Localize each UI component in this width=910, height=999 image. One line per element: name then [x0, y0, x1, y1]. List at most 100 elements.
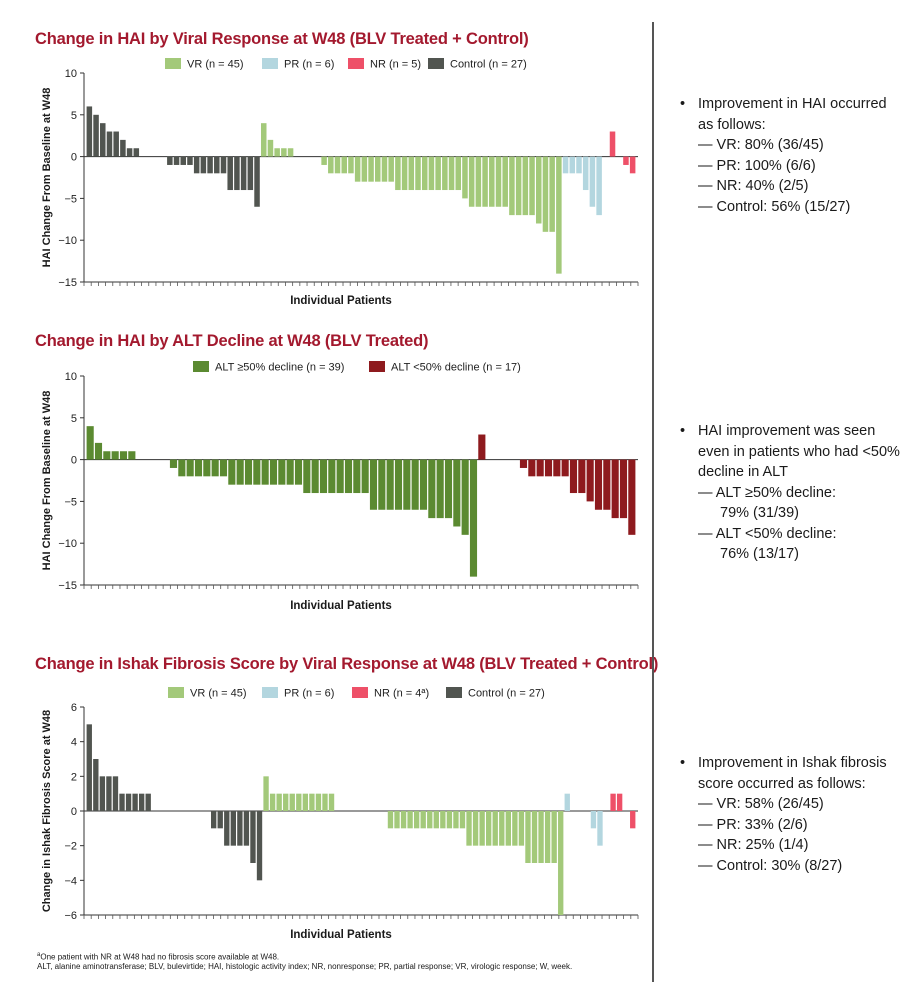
bar	[244, 459, 253, 485]
y-tick-label: −10	[58, 235, 77, 247]
note-line: 79% (31/39)	[720, 505, 799, 521]
bar	[428, 156, 435, 191]
bar	[296, 793, 302, 811]
bar	[629, 156, 636, 174]
legend-label: ALT ≥50% decline (n = 39)	[215, 362, 344, 374]
bar	[394, 459, 403, 510]
bar	[544, 811, 551, 863]
bar	[260, 123, 267, 157]
legend-swatch	[348, 58, 364, 69]
chart1-title: Change in HAI by Viral Response at W48 (…	[35, 30, 529, 48]
bar	[211, 459, 219, 477]
legend-swatch	[352, 687, 368, 698]
bar	[495, 156, 502, 207]
legend-swatch	[262, 687, 278, 698]
bar	[106, 131, 113, 157]
bar	[455, 156, 462, 191]
bar	[569, 459, 578, 494]
bar	[469, 459, 478, 577]
bar	[472, 811, 479, 846]
bar	[228, 459, 236, 485]
legend-label: NR (n = 5)	[370, 59, 421, 71]
note-head: Improvement in HAI occurred as follows:	[698, 96, 887, 133]
bar	[603, 459, 611, 510]
bar	[478, 434, 486, 460]
x-axis-label: Individual Patients	[290, 600, 392, 612]
bar	[401, 156, 408, 191]
note-line: — Control: 30% (8/27)	[698, 857, 843, 874]
bar	[433, 811, 439, 829]
bar	[519, 459, 528, 468]
bar	[518, 811, 525, 846]
bar	[263, 776, 269, 811]
footnote-mark: a	[37, 952, 41, 958]
bar	[278, 459, 286, 485]
y-tick-label: 2	[71, 771, 77, 783]
bar	[138, 793, 145, 811]
bar	[561, 459, 569, 477]
bar	[217, 811, 223, 829]
bar	[551, 811, 557, 863]
bar	[486, 811, 492, 846]
y-axis-label: Change in Ishak Fibrosis Score at W48	[41, 710, 53, 912]
notes-hai-alt: • HAI improvement was seen even in patien…	[680, 421, 905, 565]
bar	[269, 459, 278, 485]
bar	[237, 811, 243, 846]
bar	[119, 793, 125, 811]
bar	[442, 156, 448, 191]
note-head: HAI improvement was seen even in patient…	[698, 423, 900, 480]
bar	[281, 148, 287, 157]
bar	[178, 459, 186, 477]
bar	[145, 793, 151, 811]
bar	[466, 811, 472, 846]
bar	[234, 156, 240, 191]
bar	[623, 156, 629, 165]
bar	[368, 156, 374, 182]
legend-label: VR (n = 45)	[190, 688, 247, 700]
bar	[224, 811, 230, 846]
y-axis-label: HAI Change From Baseline at W48	[41, 88, 53, 268]
bar	[420, 811, 426, 829]
y-tick-label: 4	[71, 737, 77, 749]
bar	[630, 811, 636, 829]
bar	[489, 156, 495, 207]
legend-label: NR (n = 4ª)	[374, 688, 429, 700]
bar	[86, 426, 94, 460]
bar	[194, 459, 203, 477]
bar	[538, 811, 544, 863]
bar	[94, 442, 103, 460]
y-tick-label: 6	[71, 702, 77, 714]
y-tick-label: 10	[65, 68, 77, 80]
bar	[419, 459, 428, 510]
bar	[586, 459, 594, 502]
hai-viral-response-chart: 10 5 0 −5 −10 −15 VR (n = 45) PR (n = 6) NR (n =…	[41, 58, 639, 307]
bar	[126, 148, 133, 157]
note-line: — ALT <50% decline:	[698, 525, 837, 542]
bar	[610, 793, 616, 811]
bar	[294, 459, 303, 485]
legend-label: Control (n = 27)	[468, 688, 545, 700]
note-head: Improvement in Ishak fibrosis score occu…	[698, 755, 887, 792]
bar	[133, 148, 140, 157]
bar	[276, 793, 282, 811]
bar	[93, 759, 99, 811]
bar	[173, 156, 180, 165]
legend-label: ALT <50% decline (n = 17)	[391, 362, 521, 374]
bar	[341, 156, 347, 174]
legend-swatch	[428, 58, 444, 69]
bar	[616, 793, 623, 811]
legend-label: PR (n = 6)	[284, 59, 334, 71]
bar	[448, 156, 455, 191]
y-tick-label: 0	[71, 806, 77, 818]
bar	[388, 156, 394, 182]
bar	[315, 793, 322, 811]
bar	[211, 811, 217, 829]
y-tick-label: −10	[58, 538, 77, 550]
bar	[321, 156, 327, 165]
bar	[319, 459, 328, 494]
bar	[93, 114, 99, 157]
bar	[502, 156, 508, 207]
legend-swatch	[168, 687, 184, 698]
y-tick-label: −4	[64, 875, 77, 887]
y-tick-label: 0	[71, 152, 77, 164]
